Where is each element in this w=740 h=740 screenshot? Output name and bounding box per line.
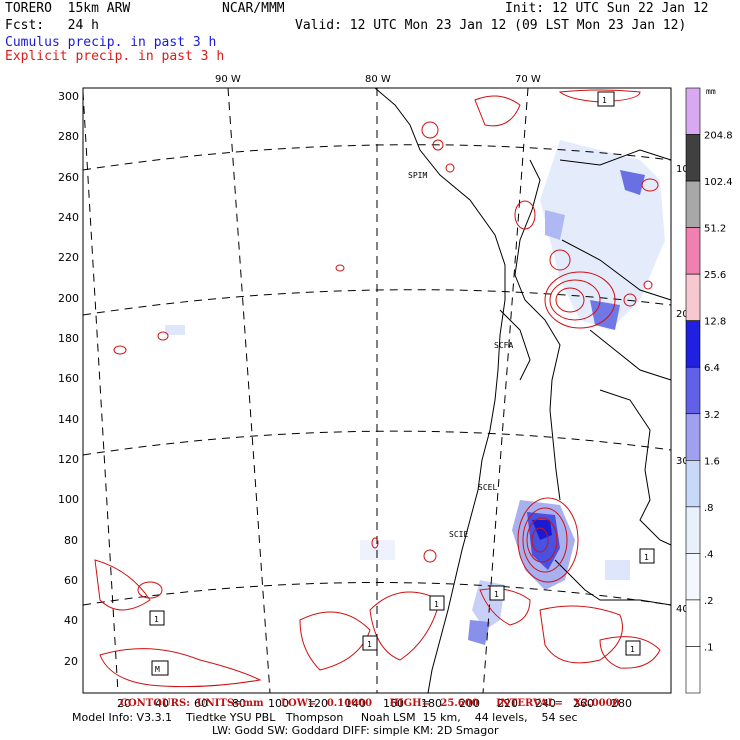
legend-label: 6.4: [704, 363, 720, 374]
svg-text:120: 120: [58, 453, 79, 466]
legend-label: 51.2: [704, 224, 726, 235]
legend-label: 25.6: [704, 270, 726, 281]
svg-text:1: 1: [154, 615, 159, 624]
svg-text:80: 80: [64, 534, 78, 547]
legend-swatch: [685, 599, 701, 647]
svg-text:220: 220: [58, 251, 79, 264]
legend-swatch: [685, 413, 701, 461]
svg-text:160: 160: [383, 697, 404, 710]
svg-text:280: 280: [611, 697, 632, 710]
valid-time: Valid: 12 UTC Mon 23 Jan 12 (09 LST Mon …: [295, 18, 687, 33]
svg-text:40: 40: [64, 614, 78, 627]
model-title: TORERO 15km ARW: [5, 1, 131, 16]
center-label: NCAR/MMM: [222, 1, 285, 16]
explicit-label: Explicit precip. in past 3 h: [5, 49, 225, 64]
svg-text:80: 80: [232, 697, 246, 710]
svg-text:60: 60: [64, 574, 78, 587]
svg-text:1: 1: [602, 96, 607, 105]
station-scfa: SCFA: [494, 341, 513, 350]
lon-label-80w: 80 W: [365, 74, 391, 85]
svg-text:1: 1: [494, 590, 499, 599]
legend-label: .8: [704, 503, 714, 514]
legend-swatch: [685, 553, 701, 601]
svg-text:100: 100: [268, 697, 289, 710]
svg-text:60: 60: [194, 697, 208, 710]
legend-label: 102.4: [704, 177, 733, 188]
svg-text:100: 100: [58, 493, 79, 506]
legend-swatch: [685, 366, 701, 415]
station-scel: SCEL: [478, 483, 497, 492]
legend-swatch: [685, 320, 701, 368]
legend-label: 1.6: [704, 456, 720, 467]
x-axis: 20 40 60 80 100 120 140 160 180 200 220 …: [117, 697, 632, 710]
svg-text:240: 240: [58, 211, 79, 224]
svg-text:M: M: [155, 665, 160, 674]
legend-label: 12.8: [704, 317, 726, 328]
max-labels: 1 1 M 1 1 1 1 1: [149, 91, 655, 676]
svg-text:20: 20: [64, 655, 78, 668]
color-legend: mm 204.8 102.4 51.2 25.6 12.8 6.4 3.2 1.6 .8 .4 .2.…: [685, 87, 733, 694]
legend-label: 3.2: [704, 410, 720, 421]
legend-label: .4: [704, 549, 714, 560]
lon-label-90w: 90 W: [215, 74, 241, 85]
svg-text:20: 20: [117, 697, 131, 710]
legend-swatch: [685, 646, 701, 694]
legend-unit: mm: [706, 87, 716, 96]
svg-text:120: 120: [307, 697, 328, 710]
coastline: [374, 87, 672, 694]
svg-text:1: 1: [630, 645, 635, 654]
legend-swatch: [685, 506, 701, 554]
legend-swatch: [685, 180, 701, 228]
physics-info: LW: Godd SW: Goddard DIFF: simple KM: 2D…: [212, 724, 499, 737]
svg-text:300: 300: [58, 90, 79, 103]
svg-text:280: 280: [58, 130, 79, 143]
station-scie: SCIE: [449, 530, 468, 539]
svg-text:220: 220: [497, 697, 518, 710]
legend-swatch: [685, 460, 701, 508]
svg-text:200: 200: [459, 697, 480, 710]
svg-text:40: 40: [155, 697, 169, 710]
legend-label: .2: [704, 596, 714, 607]
svg-text:200: 200: [58, 292, 79, 305]
svg-text:180: 180: [421, 697, 442, 710]
legend-swatch: [685, 134, 701, 182]
legend-label: 204.8: [704, 131, 733, 142]
lon-label-70w: 70 W: [515, 74, 541, 85]
y-axis: 300 280 260 240 220 200 180 160 140 120 …: [58, 90, 79, 668]
legend-label: .1: [704, 642, 714, 653]
model-info: Model Info: V3.3.1 Tiedtke YSU PBL Thomp…: [72, 711, 578, 724]
svg-text:140: 140: [58, 413, 79, 426]
svg-text:260: 260: [573, 697, 594, 710]
legend-swatch: [685, 87, 701, 135]
cumulus-label: Cumulus precip. in past 3 h: [5, 35, 217, 50]
legend-swatch: [685, 227, 701, 275]
svg-text:180: 180: [58, 332, 79, 345]
svg-text:260: 260: [58, 171, 79, 184]
svg-text:1: 1: [644, 553, 649, 562]
explicit-contours: [94, 89, 661, 688]
legend-swatch: [685, 273, 701, 321]
svg-text:1: 1: [367, 640, 372, 649]
forecast-hour: Fcst: 24 h: [5, 18, 99, 33]
station-spim: SPIM: [408, 171, 427, 180]
svg-text:160: 160: [58, 372, 79, 385]
contours-info: CONTOURS: UNITS=mm LOW= 0.10000 HIGH= 25…: [120, 698, 620, 709]
svg-text:140: 140: [345, 697, 366, 710]
svg-text:240: 240: [535, 697, 556, 710]
init-time: Init: 12 UTC Sun 22 Jan 12: [505, 1, 709, 16]
svg-text:1: 1: [434, 600, 439, 609]
